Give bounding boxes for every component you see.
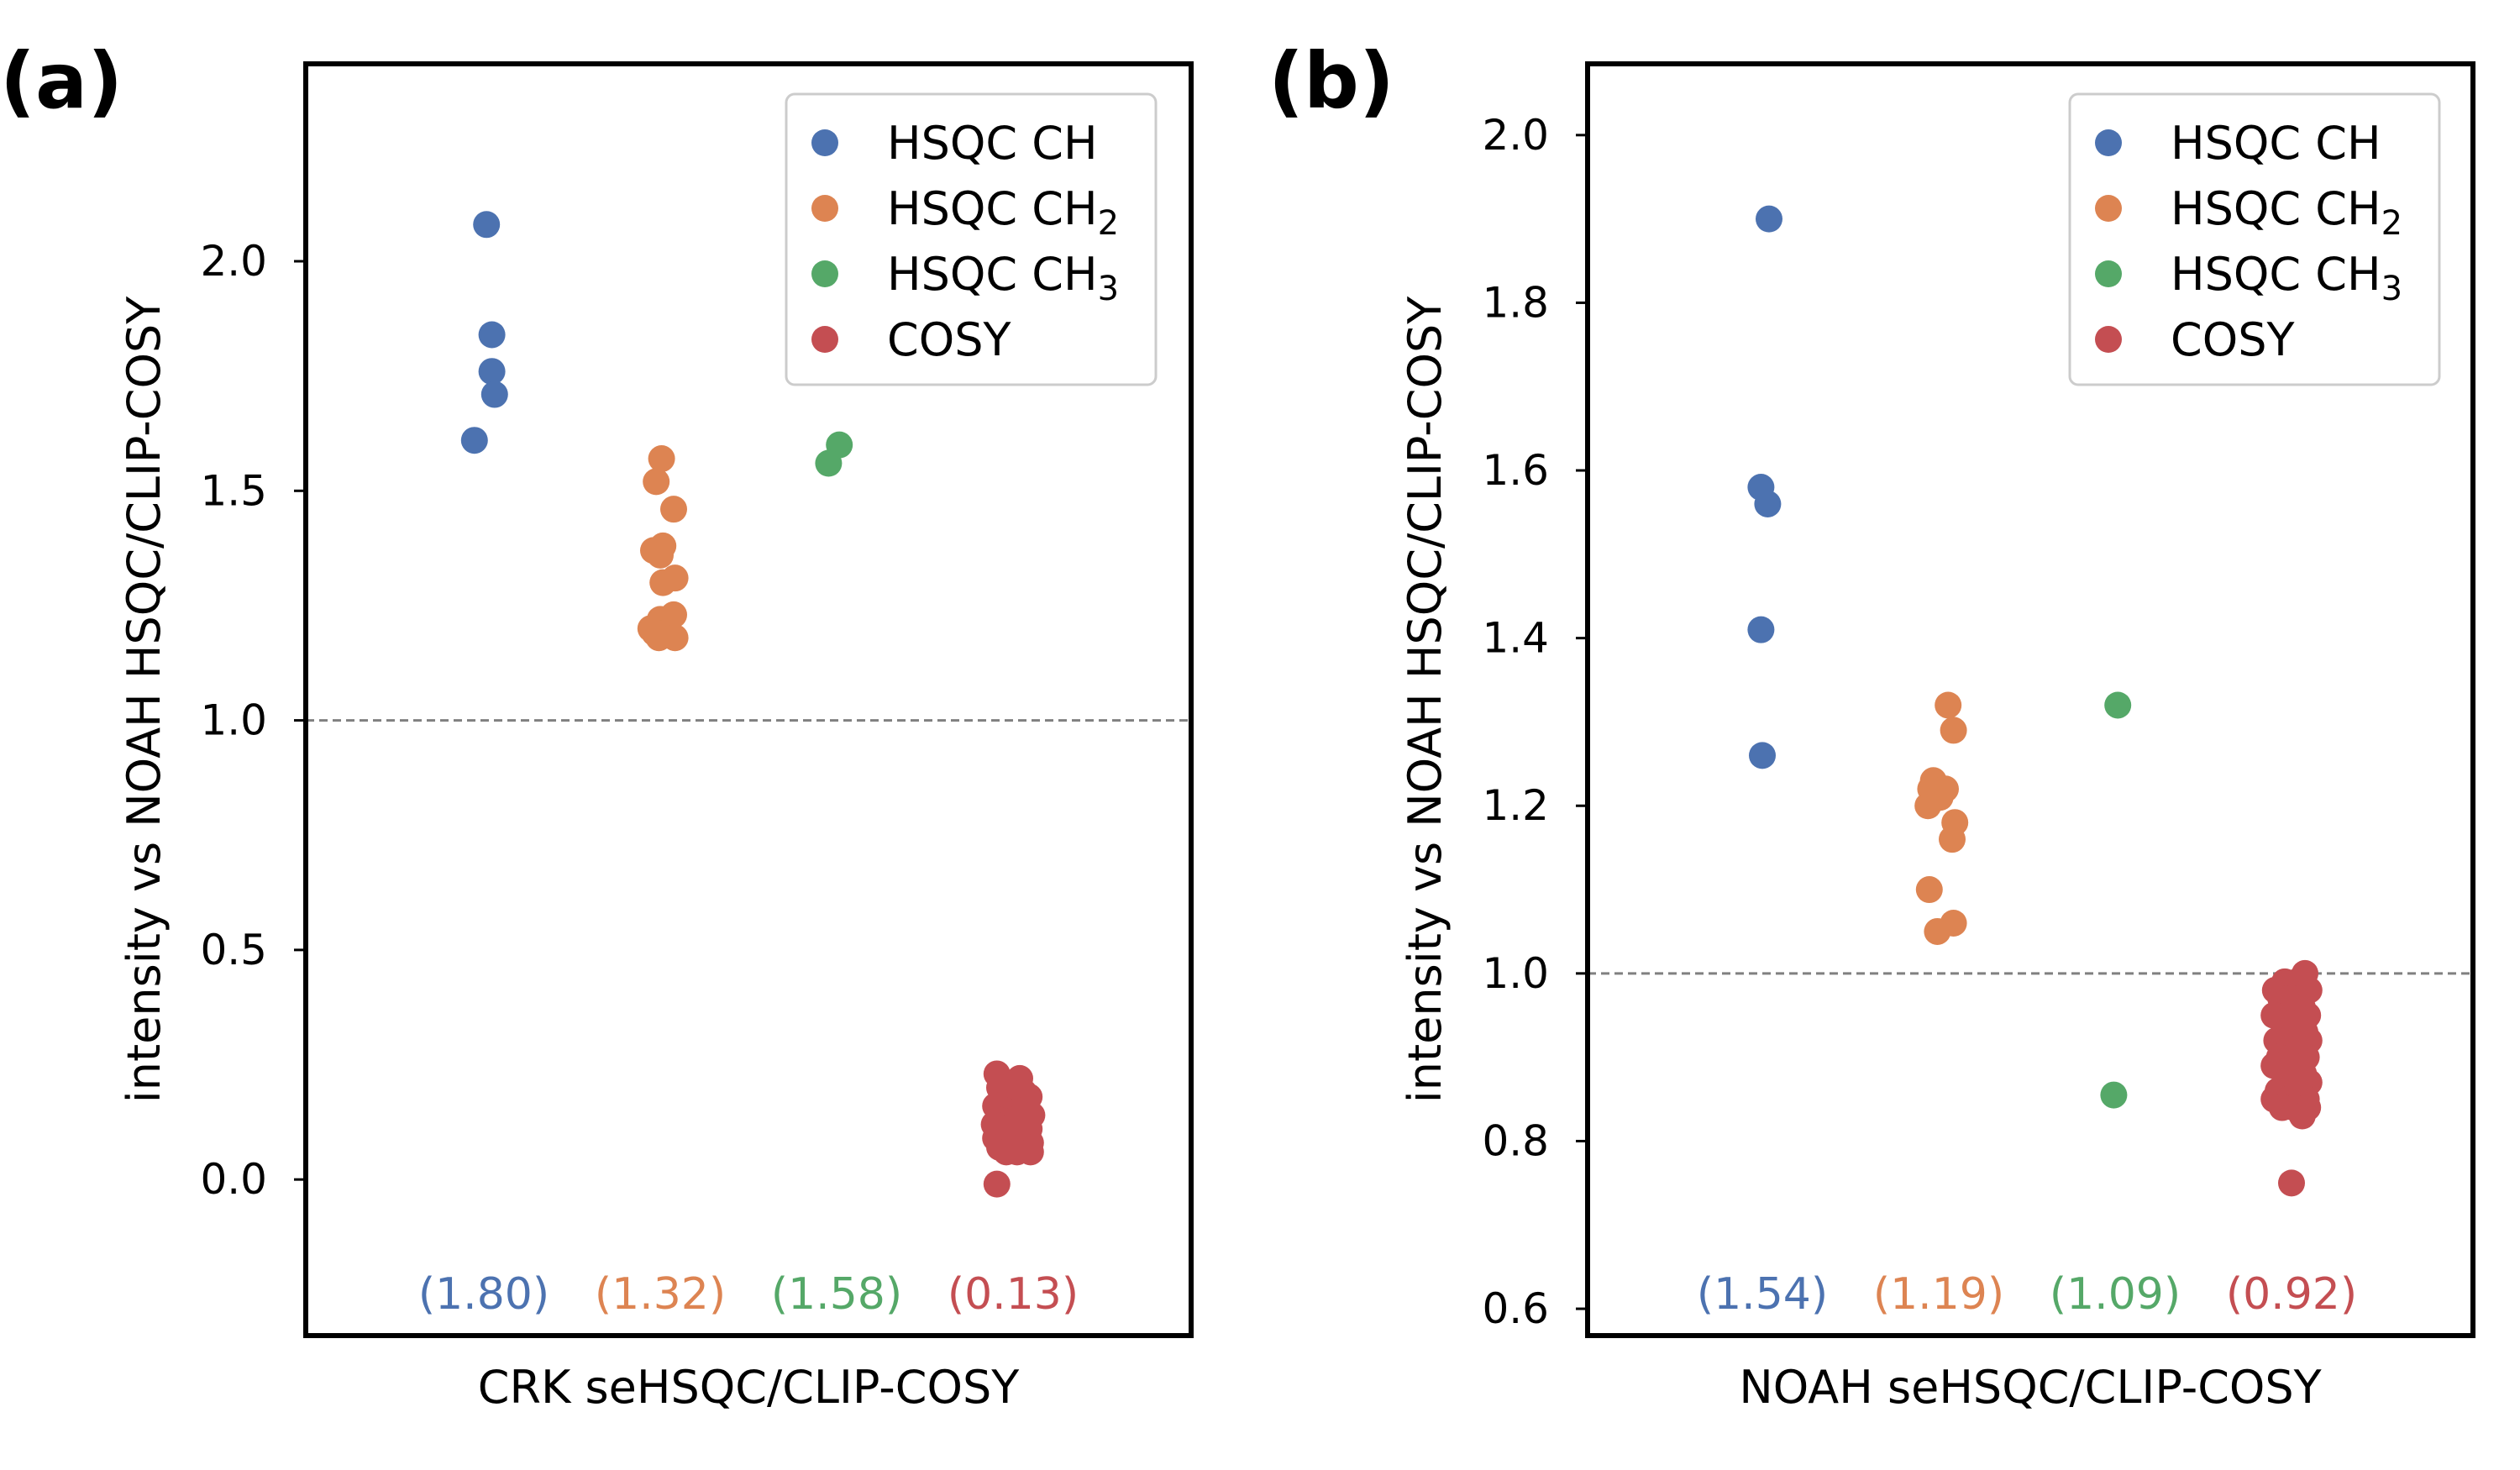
panel-1: (b) 0.6 0.8 1.0 1.2 1.4 1.6 1.8 2.0 (1.54) (1.19) (…: [1268, 36, 2475, 1414]
data-point: [460, 427, 488, 454]
data-point: [1754, 490, 1782, 517]
legend-subscript: 2: [1098, 204, 1119, 243]
mean-label: (1.32): [595, 1269, 726, 1320]
mean-label: (0.13): [948, 1269, 1079, 1320]
data-point: [661, 624, 689, 652]
legend-subscript: 2: [2381, 204, 2402, 243]
mean-label: (1.80): [418, 1269, 549, 1320]
legend-label: HSQC CH: [2171, 117, 2381, 170]
legend-label: COSY: [2171, 313, 2295, 366]
legend-subscript: 3: [1098, 270, 1119, 308]
data-point: [1940, 717, 1967, 744]
x-axis-title: NOAH seHSQC/CLIP-COSY: [1739, 1361, 2322, 1414]
data-point: [478, 358, 506, 386]
legend-marker: [2095, 129, 2122, 156]
y-axis-title: intensity vs NOAH HSQC/CLIP-COSY: [118, 296, 171, 1104]
data-point: [1932, 775, 1959, 803]
legend-marker: [2095, 326, 2122, 353]
panel-label: (a): [0, 36, 123, 126]
legend-subscript: 3: [2381, 270, 2402, 308]
y-tick-label: 0.5: [200, 926, 267, 974]
data-point: [1016, 1138, 1044, 1166]
mean-label: (1.54): [1697, 1269, 1828, 1320]
mean-label: (1.58): [771, 1269, 902, 1320]
legend-label: HSQC CH2: [2171, 182, 2402, 243]
data-point: [1914, 792, 1942, 820]
y-tick-label: 1.2: [1482, 781, 1549, 830]
data-point: [2104, 691, 2132, 719]
data-point: [643, 468, 670, 496]
y-tick-label: 0.6: [1482, 1284, 1549, 1333]
data-point: [1747, 616, 1775, 643]
plot-frame: [303, 61, 1194, 1338]
x-axis-title: CRK seHSQC/CLIP-COSY: [478, 1361, 1021, 1414]
plot-frame: [1585, 61, 2475, 1338]
legend-label: HSQC CH: [887, 117, 1098, 170]
legend-label: HSQC CH2: [887, 182, 1119, 243]
mean-label: (1.19): [1873, 1269, 2004, 1320]
data-point: [660, 496, 687, 523]
data-point: [2100, 1081, 2128, 1109]
legend-marker: [811, 260, 838, 287]
legend-label: HSQC CH3: [2171, 248, 2402, 308]
legend-label: COSY: [887, 313, 1011, 366]
legend-box: [2068, 92, 2441, 386]
data-point: [1939, 826, 1966, 853]
y-tick-label: 0.8: [1482, 1116, 1549, 1165]
data-point: [2288, 1102, 2316, 1130]
panel-0: (a) 0.0 0.5 1.0 1.5 2.0 (1.80) (1.32) (1.58) (0.1…: [0, 36, 1194, 1414]
y-tick-label: 1.5: [200, 466, 267, 515]
y-tick-label: 1.4: [1482, 614, 1549, 663]
data-point: [2268, 1094, 2296, 1121]
y-tick-label: 2.0: [1482, 111, 1549, 160]
y-tick-label: 1.0: [200, 696, 267, 745]
data-point: [1749, 742, 1776, 769]
y-tick-label: 1.6: [1482, 446, 1549, 495]
data-point: [1935, 691, 1962, 719]
data-point: [1915, 876, 1943, 904]
data-point: [648, 445, 675, 473]
data-point: [480, 381, 508, 408]
legend-marker: [2095, 260, 2122, 287]
panel-label: (b): [1268, 36, 1394, 126]
data-point: [473, 211, 501, 239]
y-tick-label: 1.8: [1482, 278, 1549, 327]
data-point: [2278, 1169, 2305, 1197]
legend-label: HSQC CH3: [887, 248, 1119, 308]
y-tick-label: 1.0: [1482, 949, 1549, 998]
data-point: [478, 321, 506, 349]
data-point: [1924, 917, 1951, 945]
y-tick-label: 2.0: [200, 237, 267, 286]
y-axis-title: intensity vs NOAH HSQC/CLIP-COSY: [1399, 296, 1452, 1104]
data-point: [647, 541, 674, 569]
legend-marker: [2095, 195, 2122, 222]
data-point: [1756, 205, 1782, 233]
data-point: [983, 1170, 1011, 1198]
data-point: [649, 569, 677, 596]
mean-label: (0.92): [2226, 1269, 2357, 1320]
legend-box: [785, 92, 1158, 386]
mean-label: (1.09): [2050, 1269, 2181, 1320]
y-tick-label: 0.0: [200, 1155, 267, 1204]
legend-marker: [811, 129, 838, 156]
data-point: [815, 449, 843, 477]
legend-marker: [811, 195, 838, 222]
legend-marker: [811, 326, 838, 353]
